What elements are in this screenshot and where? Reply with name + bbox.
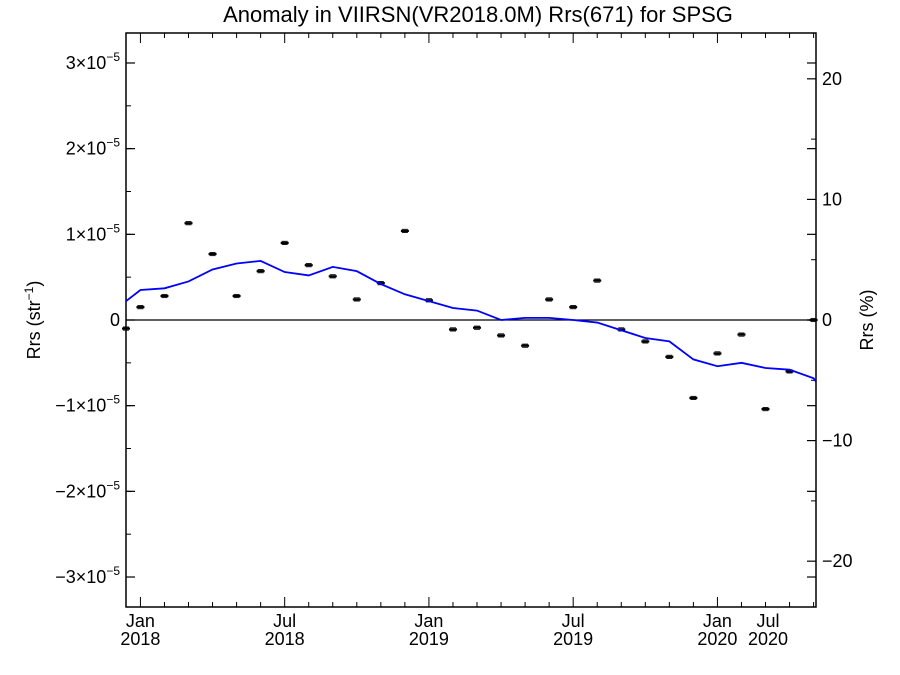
data-point — [448, 327, 457, 332]
y-right-tick-label: 0 — [822, 310, 832, 330]
data-point — [545, 297, 554, 302]
y-right-tick-label: 10 — [822, 189, 842, 209]
y-axis-right: 20 10 0 −10 −20 — [807, 69, 853, 571]
data-point — [689, 395, 698, 401]
y-left-tick-label: −3×10−5 — [55, 564, 120, 587]
series-line — [125, 259, 817, 383]
data-point — [497, 333, 506, 338]
data-point — [122, 326, 130, 331]
data-point — [136, 305, 145, 310]
data-point — [232, 293, 241, 299]
x-tick-label-year: 2020 — [748, 629, 788, 649]
data-point — [665, 354, 674, 359]
x-tick-label-year: 2020 — [697, 629, 737, 649]
data-point — [328, 274, 337, 279]
y-left-tick-label: 3×10−5 — [66, 50, 121, 73]
data-point — [713, 351, 722, 356]
points-layer — [122, 221, 818, 412]
x-tick-label-month: Jan — [703, 611, 732, 631]
data-point — [569, 305, 578, 310]
x-tick-label-year: 2019 — [409, 629, 449, 649]
y-axis-right-label: Rrs (%) — [857, 290, 877, 351]
y-left-tick-label: −2×10−5 — [55, 478, 120, 501]
x-tick-label-month: Jul — [562, 611, 585, 631]
y-left-tick-label: −1×10−5 — [55, 393, 120, 416]
data-point — [160, 293, 169, 299]
data-point — [737, 332, 746, 337]
data-point — [208, 251, 217, 257]
y-right-tick-label: −20 — [822, 551, 853, 571]
y-right-tick-label: −10 — [822, 431, 853, 451]
data-point — [280, 240, 289, 245]
y-left-tick-label: 1×10−5 — [66, 221, 121, 244]
data-point — [761, 407, 770, 412]
chart-title: Anomaly in VIIRSN(VR2018.0M) Rrs(671) fo… — [223, 2, 733, 27]
data-point — [304, 263, 313, 268]
data-point — [256, 269, 265, 274]
data-point — [184, 221, 193, 226]
y-left-tick-label: 0 — [110, 310, 120, 330]
x-tick-label-month: Jul — [756, 611, 779, 631]
x-tick-label-month: Jan — [126, 611, 155, 631]
data-point — [473, 325, 482, 330]
x-tick-label-year: 2019 — [553, 629, 593, 649]
x-tick-label-month: Jul — [273, 611, 296, 631]
x-tick-label-year: 2018 — [120, 629, 160, 649]
y-left-tick-label: 2×10−5 — [66, 136, 121, 159]
data-point — [809, 317, 818, 323]
data-point — [593, 278, 602, 283]
data-point — [521, 343, 530, 348]
x-tick-label-month: Jan — [414, 611, 443, 631]
x-axis: Jan2018Jul2018Jan2019Jul2019Jan2020Jul20… — [120, 33, 815, 649]
y-axis-left-label: Rrs (str−1) — [22, 281, 44, 360]
y-axis-left: 3×10−5 2×10−5 1×10−5 0 −1×10−5 −2×10−5 −3×10−5 — [55, 50, 816, 587]
data-point — [352, 297, 361, 302]
x-tick-label-year: 2018 — [265, 629, 305, 649]
data-point — [641, 339, 650, 344]
y-right-tick-label: 20 — [822, 69, 842, 89]
data-point — [400, 228, 409, 233]
